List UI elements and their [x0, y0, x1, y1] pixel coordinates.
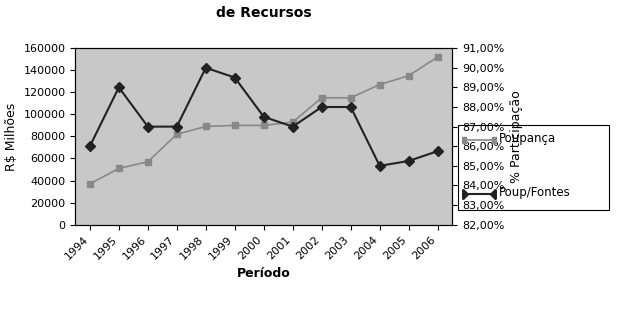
Poupança	[347, 96, 354, 100]
Poupança	[260, 124, 268, 127]
Poupança	[434, 55, 441, 59]
Poup/Fontes	[231, 76, 239, 80]
Poup/Fontes	[144, 125, 151, 128]
Text: Poup/Fontes: Poup/Fontes	[499, 186, 571, 199]
Poupança	[115, 167, 122, 170]
Poup/Fontes	[405, 159, 413, 163]
Poupança	[405, 74, 413, 78]
Poup/Fontes	[289, 125, 296, 128]
Poupança	[376, 82, 384, 86]
Poup/Fontes	[376, 164, 384, 168]
Poupança	[231, 124, 239, 127]
Poup/Fontes	[115, 85, 122, 89]
Poupança	[318, 96, 325, 100]
Text: de Recursos: de Recursos	[216, 6, 311, 21]
Line: Poup/Fontes: Poup/Fontes	[87, 64, 441, 169]
Poupança	[173, 132, 181, 136]
Y-axis label: % Participação: % Participação	[510, 90, 523, 183]
Poup/Fontes	[318, 105, 325, 109]
Poup/Fontes	[86, 144, 94, 148]
Poup/Fontes	[173, 125, 181, 128]
Line: Poupança: Poupança	[87, 54, 440, 187]
Poupança	[144, 160, 151, 164]
Poup/Fontes	[434, 149, 441, 153]
Y-axis label: R$ Milhões: R$ Milhões	[5, 102, 18, 170]
Poup/Fontes	[202, 66, 210, 70]
X-axis label: Período: Período	[237, 267, 291, 280]
Poupança	[202, 125, 210, 128]
Poup/Fontes	[260, 115, 268, 119]
Poupança	[289, 120, 296, 124]
Text: Poupança: Poupança	[499, 132, 556, 144]
Poup/Fontes	[347, 105, 354, 109]
Poupança	[86, 182, 94, 186]
